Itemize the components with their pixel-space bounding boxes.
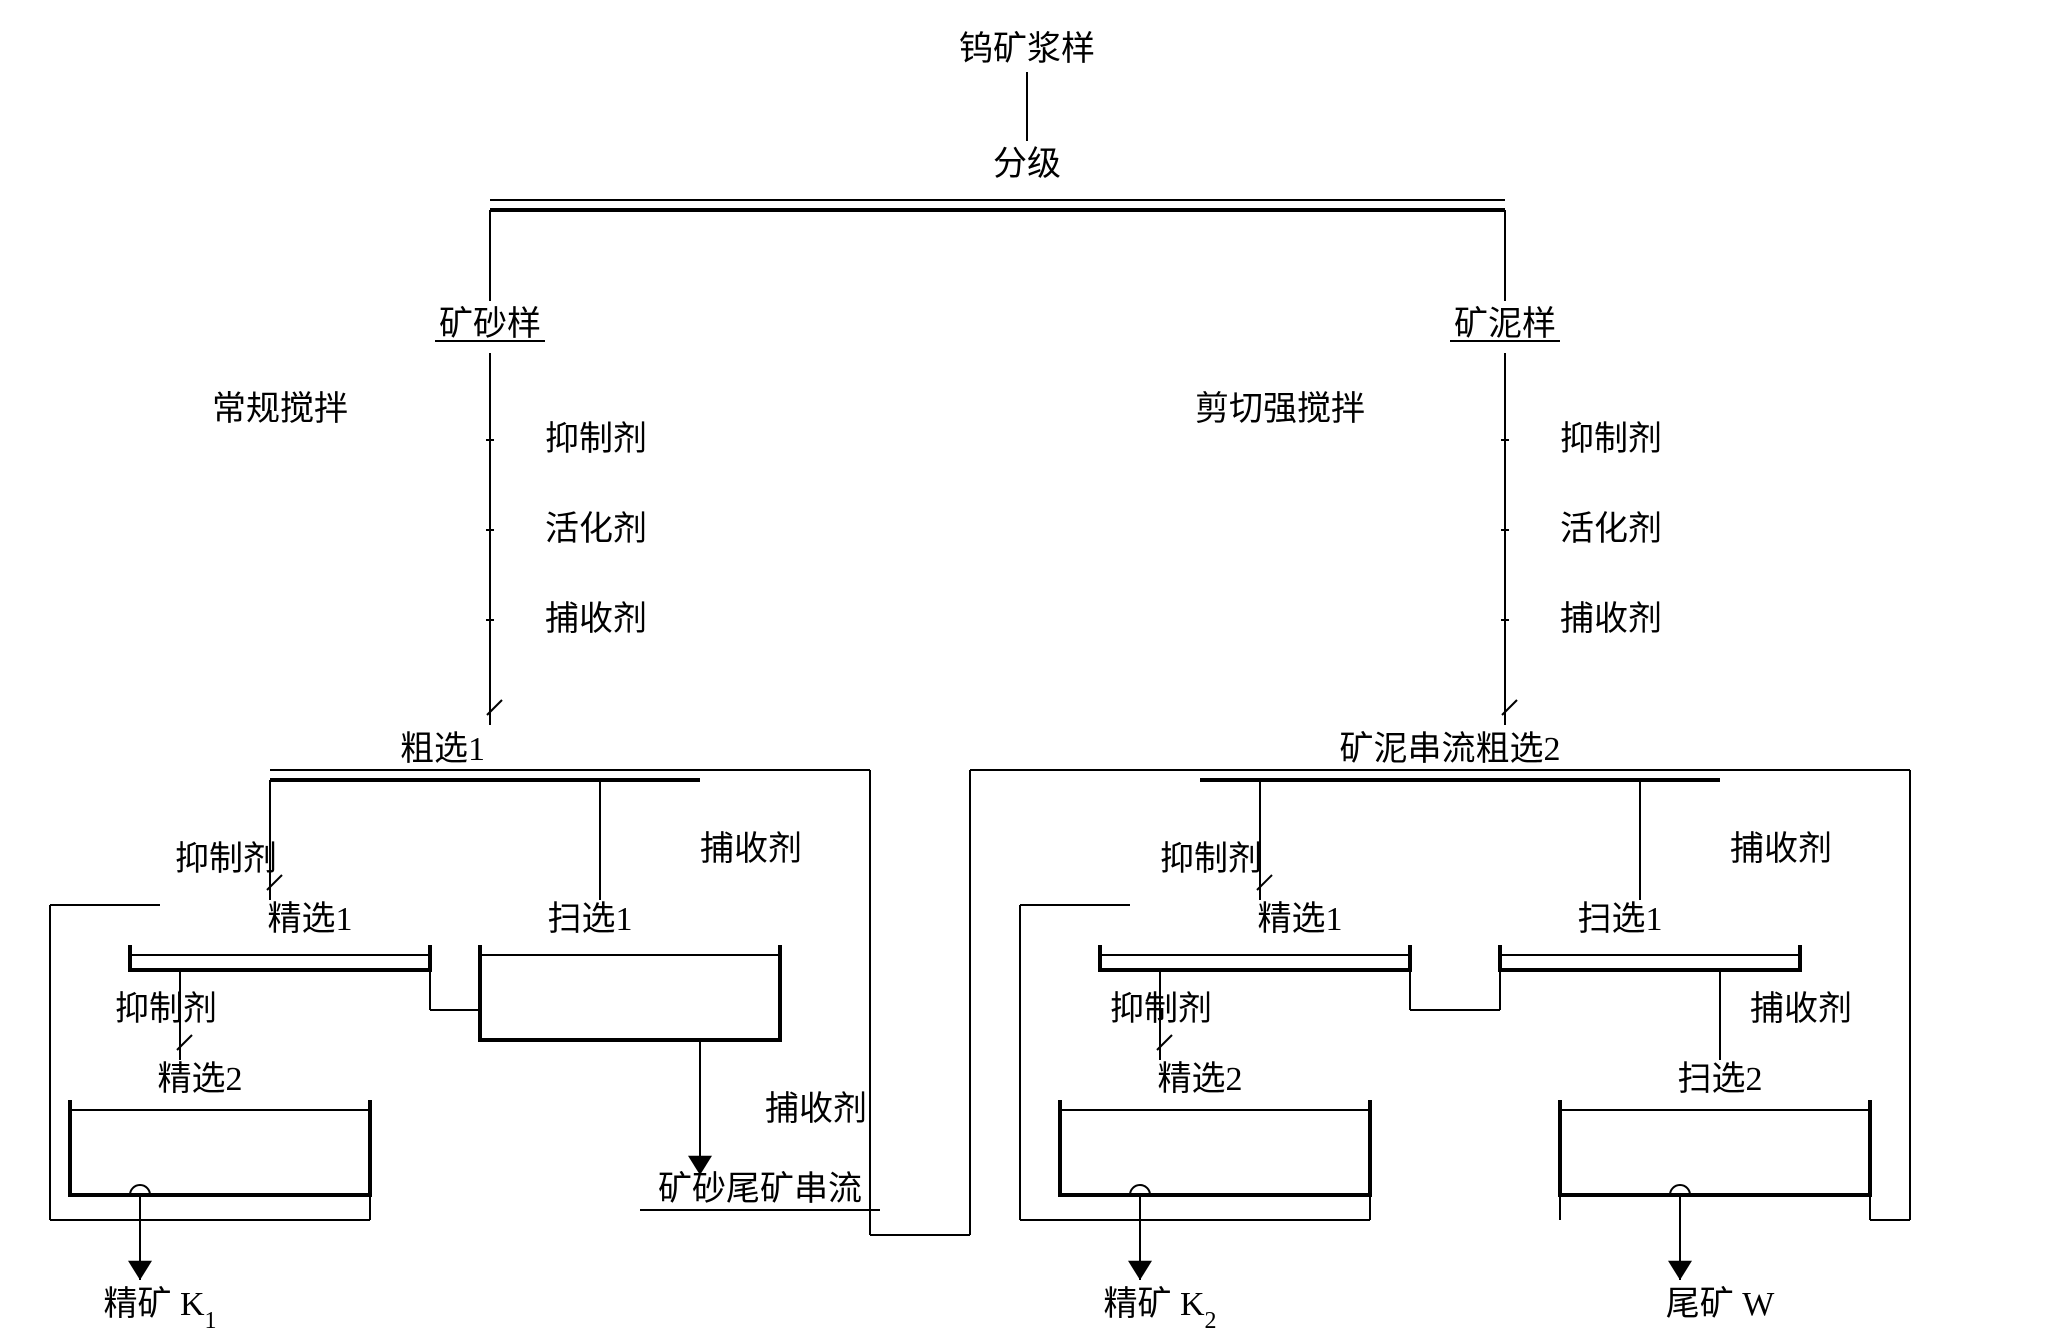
label-left-inhibitor-2: 抑制剂 <box>115 990 217 1028</box>
flowchart-canvas: 钨矿浆样分级矿砂样矿泥样常规搅拌剪切强搅拌抑制剂活化剂捕收剂抑制剂活化剂捕收剂粗… <box>0 0 2054 1341</box>
label-left-scav1: 扫选1 <box>548 900 633 938</box>
label-reagent3-right: 捕收剂 <box>1560 600 1662 638</box>
label-reagent2-left: 活化剂 <box>545 510 647 548</box>
label-right-inhibitor: 抑制剂 <box>1160 840 1262 878</box>
arrow-down-icon <box>1128 1261 1152 1280</box>
label-reagent3-left: 捕收剂 <box>545 600 647 638</box>
label-reagent1-right: 抑制剂 <box>1560 420 1662 458</box>
label-top-source: 钨矿浆样 <box>959 30 1095 68</box>
label-concentrate-k2: 精矿 K2 <box>1103 1285 1216 1334</box>
label-reagent2-right: 活化剂 <box>1560 510 1662 548</box>
label-left-cleaner2: 精选2 <box>158 1060 243 1098</box>
label-left-mix: 常规搅拌 <box>212 390 348 428</box>
label-right-collector: 捕收剂 <box>1730 830 1832 868</box>
label-right-scav2: 扫选2 <box>1678 1060 1763 1098</box>
label-right-cleaner2: 精选2 <box>1158 1060 1243 1098</box>
label-sand-tail-serial: 矿砂尾矿串流 <box>658 1170 862 1208</box>
label-left-collector: 捕收剂 <box>700 830 802 868</box>
label-right-scav1: 扫选1 <box>1578 900 1663 938</box>
label-reagent1-left: 抑制剂 <box>545 420 647 458</box>
label-left-collector-2: 捕收剂 <box>765 1090 867 1128</box>
label-left-cleaner1: 精选1 <box>268 900 353 938</box>
label-left-sample: 矿砂样 <box>439 305 541 343</box>
label-right-sample: 矿泥样 <box>1454 305 1556 343</box>
label-right-inhibitor-2: 抑制剂 <box>1110 990 1212 1028</box>
label-rougher-left: 粗选1 <box>400 730 485 768</box>
label-left-inhibitor: 抑制剂 <box>175 840 277 878</box>
label-right-cleaner1: 精选1 <box>1258 900 1343 938</box>
label-rougher-right: 矿泥串流粗选2 <box>1340 730 1561 768</box>
label-right-collector-2: 捕收剂 <box>1750 990 1852 1028</box>
arrow-down-icon <box>1668 1261 1692 1280</box>
label-right-mix: 剪切强搅拌 <box>1195 390 1365 428</box>
label-tailings-w: 尾矿 W <box>1666 1285 1775 1323</box>
arrow-down-icon <box>128 1261 152 1280</box>
label-classify: 分级 <box>993 145 1061 183</box>
label-concentrate-k1: 精矿 K1 <box>103 1285 216 1334</box>
